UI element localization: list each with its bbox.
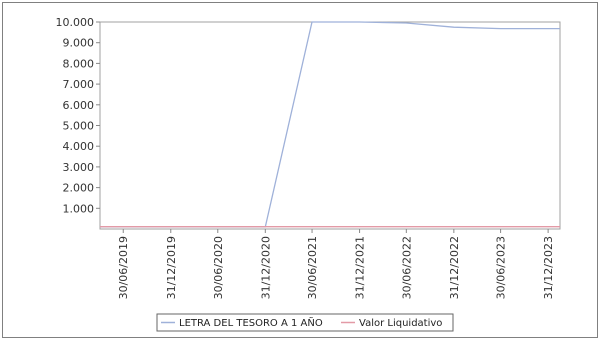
x-axis: 30/06/2019 31/12/2019 30/06/2020 31/12/2020… (117, 229, 555, 299)
x-tick-label: 30/06/2019 (117, 236, 130, 299)
x-tick-label: 30/06/2021 (306, 236, 319, 299)
legend-label-series-0: LETRA DEL TESORO A 1 AÑO (179, 316, 323, 329)
y-axis: 1.000 2.000 3.000 4.000 5.000 6.000 7.000 8.000… (56, 16, 100, 215)
y-tick-label: 10.000 (56, 16, 95, 29)
x-tick-label: 31/12/2019 (165, 236, 178, 299)
y-tick-label: 6.000 (63, 99, 95, 112)
x-tick-label: 31/12/2021 (354, 236, 367, 299)
y-tick-label: 4.000 (63, 140, 95, 153)
x-tick-label: 31/12/2022 (448, 236, 461, 299)
y-tick-label: 1.000 (63, 202, 95, 215)
x-tick-label: 30/06/2023 (495, 236, 508, 299)
x-tick-label: 31/12/2023 (542, 236, 555, 299)
y-tick-label: 7.000 (63, 78, 95, 91)
legend-label-series-1: Valor Liquidativo (359, 318, 442, 329)
series-lines (100, 21, 560, 228)
y-tick-label: 5.000 (63, 120, 95, 133)
legend-box (156, 313, 454, 332)
x-tick-label: 31/12/2020 (259, 236, 272, 299)
y-tick-label: 9.000 (63, 37, 95, 50)
x-tick-label: 30/06/2022 (400, 236, 413, 299)
x-tick-label: 30/06/2020 (212, 236, 225, 299)
legend: LETRA DEL TESORO A 1 AÑO Valor Liquidati… (156, 313, 454, 332)
y-tick-label: 2.000 (63, 182, 95, 195)
y-tick-label: 8.000 (63, 57, 95, 70)
y-tick-label: 3.000 (63, 161, 95, 174)
plot-area (99, 21, 561, 230)
